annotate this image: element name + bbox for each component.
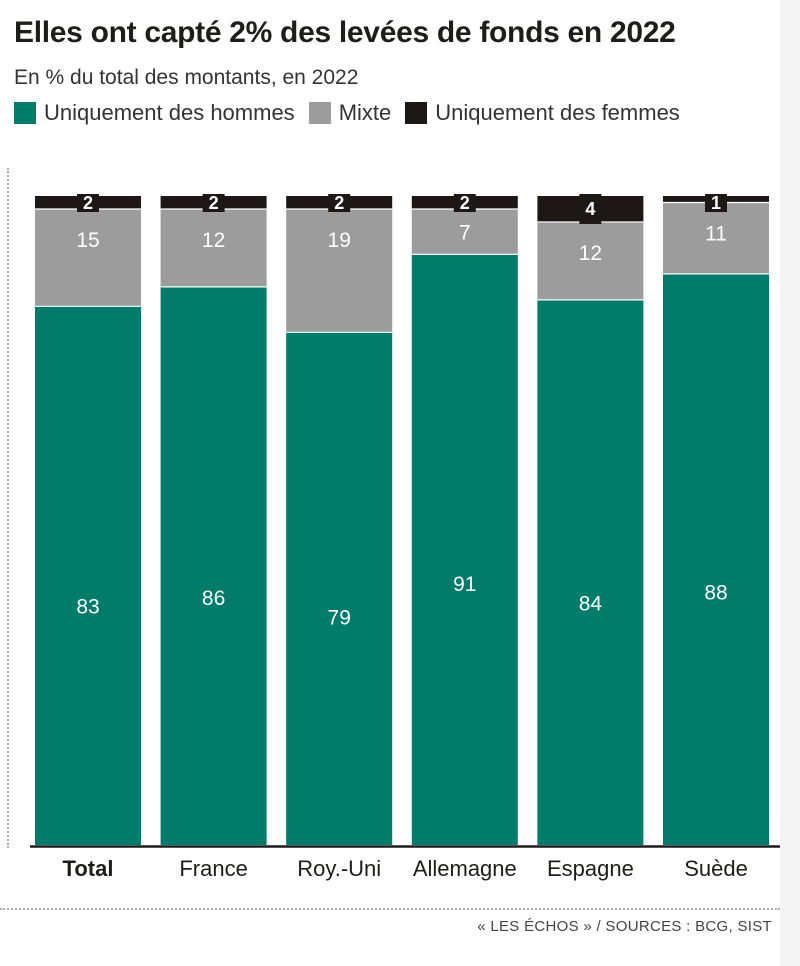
legend-item-femmes: Uniquement des femmes xyxy=(405,100,680,126)
value-label-allemagne-mixte: 7 xyxy=(459,222,471,245)
value-label-espagne-mixte: 12 xyxy=(579,242,602,265)
legend-swatch-hommes xyxy=(14,102,36,124)
bar-espagne-mixte xyxy=(537,221,644,300)
value-label-total-hommes: 83 xyxy=(76,595,99,618)
category-label-france: France xyxy=(179,856,247,881)
value-label-box-su-de xyxy=(705,194,727,212)
bar-france-mixte xyxy=(160,208,267,287)
legend-item-hommes: Uniquement des hommes xyxy=(14,100,295,126)
value-label-roy-uni-femmes: 2 xyxy=(334,193,344,213)
category-label-total: Total xyxy=(63,856,114,881)
value-label-box-allemagne xyxy=(453,194,476,212)
value-label-france-mixte: 12 xyxy=(202,229,225,252)
bar-espagne-hommes xyxy=(537,299,644,846)
bar-total-hommes xyxy=(35,306,141,846)
bar-france-hommes xyxy=(160,286,267,845)
source-credit: « LES ÉCHOS » / SOURCES : BCG, SIST xyxy=(477,918,772,935)
legend-label-mixte: Mixte xyxy=(338,100,392,125)
chart-left-dotted-rule xyxy=(7,168,9,848)
legend-swatch-mixte xyxy=(308,102,331,124)
legend: Uniquement des hommes Mixte Uniquement d… xyxy=(14,100,680,126)
category-label-allemagne: Allemagne xyxy=(413,856,517,881)
value-label-roy-uni-hommes: 79 xyxy=(328,607,351,630)
bar-su-de-hommes xyxy=(663,273,769,845)
value-label-box-espagne xyxy=(579,194,602,224)
stacked-bar-chart: 83 15 2 Total 86 12 2 France 79 19 2 Roy.-Uni 91 7 2 Al… xyxy=(30,193,780,881)
footer-dotted-rule xyxy=(0,908,780,910)
value-label-su-de-mixte: 11 xyxy=(705,222,727,245)
bar-roy-uni-mixte xyxy=(286,208,393,333)
bar-roy-uni-hommes xyxy=(286,332,393,845)
chart-subtitle: En % du total des montants, en 2022 xyxy=(14,66,359,89)
value-label-espagne-femmes: 4 xyxy=(585,199,595,219)
chart-page: Elles ont capté 2% des levées de fonds e… xyxy=(0,0,780,966)
value-label-espagne-hommes: 84 xyxy=(579,593,603,616)
value-label-allemagne-hommes: 91 xyxy=(453,573,476,596)
value-label-box-total xyxy=(77,194,99,212)
value-label-su-de-femmes: 1 xyxy=(711,193,721,213)
value-label-france-hommes: 86 xyxy=(202,587,225,610)
legend-swatch-femmes xyxy=(405,102,428,124)
bar-su-de-mixte xyxy=(663,202,769,274)
value-label-roy-uni-mixte: 19 xyxy=(328,229,351,252)
bar-allemagne-mixte xyxy=(411,208,518,255)
value-label-total-mixte: 15 xyxy=(76,229,99,252)
legend-label-hommes: Uniquement des hommes xyxy=(44,100,295,125)
value-label-su-de-hommes: 88 xyxy=(704,581,727,604)
value-label-france-femmes: 2 xyxy=(209,193,219,213)
chart-title: Elles ont capté 2% des levées de fonds e… xyxy=(14,16,676,49)
value-label-box-france xyxy=(202,194,225,212)
legend-label-femmes: Uniquement des femmes xyxy=(435,100,680,125)
category-label-espagne: Espagne xyxy=(547,856,634,881)
category-label-su-de: Suède xyxy=(684,856,748,881)
value-label-allemagne-femmes: 2 xyxy=(460,193,470,213)
bar-total-mixte xyxy=(35,208,141,307)
legend-item-mixte: Mixte xyxy=(308,100,392,126)
value-label-total-femmes: 2 xyxy=(83,193,93,213)
value-label-box-roy-uni xyxy=(328,194,351,212)
bar-allemagne-hommes xyxy=(411,254,518,845)
category-label-roy-uni: Roy.-Uni xyxy=(297,856,381,881)
